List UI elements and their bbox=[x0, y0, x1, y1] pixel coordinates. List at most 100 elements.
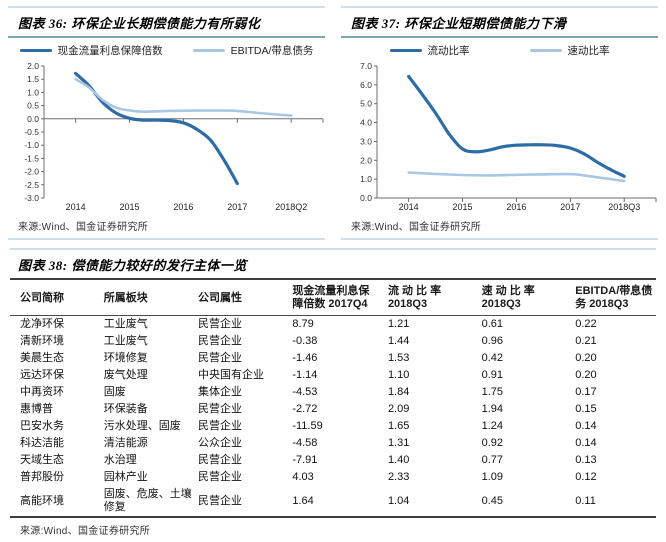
cell-ownership: 民营企业 bbox=[198, 318, 243, 330]
cell-ownership: 民营企业 bbox=[198, 454, 243, 466]
cell-cash-flow-interest-coverage: -4.58 bbox=[292, 437, 318, 449]
column-header-ownership: 公司属性 bbox=[196, 280, 291, 316]
column-header-ebitda-to-debt: EBITDA/带息债务 2018Q3 bbox=[573, 280, 656, 316]
cell-quick-ratio: 0.77 bbox=[481, 454, 504, 466]
cell-ownership: 集体企业 bbox=[198, 386, 243, 398]
figure-38-panel: 图表 38: 偿债能力较好的发行主体一览 公司简称 所属板块 公司属性 现金流量利息保… bbox=[0, 248, 666, 542]
y-tick-label: 0.0 bbox=[27, 114, 39, 124]
cell-cash-flow-interest-coverage: -11.59 bbox=[292, 420, 323, 432]
table-row: 惠博普 环保装备 民营企业 -2.72 2.09 1.94 0.15 bbox=[10, 401, 656, 418]
y-tick-label: -1.0 bbox=[24, 140, 39, 150]
cell-quick-ratio: 0.45 bbox=[481, 494, 504, 507]
figure-37-legend: 流动比率 速动比率 bbox=[341, 43, 658, 58]
column-header-current-ratio: 流 动 比 率 2018Q3 bbox=[385, 280, 480, 316]
x-tick-label: 2018Q3 bbox=[608, 202, 640, 212]
x-tick-label: 2014 bbox=[66, 202, 86, 212]
cell-sector: 固废、危废、土壤修复 bbox=[103, 488, 192, 513]
x-tick-label: 2014 bbox=[399, 202, 419, 212]
cell-sector: 工业废气 bbox=[103, 335, 148, 347]
cell-company-name: 普邦股份 bbox=[20, 471, 64, 483]
issuers-table: 公司简称 所属板块 公司属性 现金流量利息保 障倍数 2017Q4 流 动 比 率 2018… bbox=[10, 280, 656, 518]
cell-sector: 固废 bbox=[103, 386, 126, 398]
figure-37-panel: 图表 37: 环保企业短期偿债能力下滑 流动比率 速动比率 7.0 6.0 5.0 4… bbox=[341, 6, 658, 240]
title-underline bbox=[341, 36, 658, 38]
cell-cash-flow-interest-coverage: -2.72 bbox=[292, 403, 318, 415]
y-tick-label: 7.0 bbox=[360, 61, 372, 71]
table-row: 巴安水务 污水处理、固废 民营企业 -11.59 1.65 1.24 0.14 bbox=[10, 418, 656, 435]
figure-36-line-chart: 2.0 1.5 1.0 0.5 0.0 -0.5 -1.0 -1.5 -2.0 -2.5 -3.0 2… bbox=[24, 61, 324, 212]
table-row: 高能环境 固废、危废、土壤修复 民营企业 1.64 1.04 0.45 0.11 bbox=[10, 486, 656, 517]
cell-ebitda-to-debt: 0.13 bbox=[575, 454, 597, 466]
cell-company-name: 美晨生态 bbox=[20, 352, 64, 364]
cell-quick-ratio: 0.92 bbox=[481, 437, 504, 449]
cell-sector: 清洁能源 bbox=[103, 437, 148, 449]
legend-item: 流动比率 bbox=[389, 43, 470, 58]
y-tick-label: -1.5 bbox=[24, 153, 39, 163]
figure-37-line-chart: 7.0 6.0 5.0 4.0 3.0 2.0 1.0 0.0 2014 2015 2016 2017… bbox=[360, 61, 657, 212]
cell-sector: 水治理 bbox=[103, 454, 137, 466]
x-tick-label: 2018Q2 bbox=[275, 202, 307, 212]
y-tick-label: 6.0 bbox=[360, 80, 372, 90]
legend-item: 现金流量利息保障倍数 bbox=[19, 43, 163, 58]
cell-current-ratio: 2.33 bbox=[387, 471, 410, 483]
charts-row: 图表 36: 环保企业长期偿债能力有所弱化 现金流量利息保障倍数 EBITDA/… bbox=[0, 0, 666, 240]
cell-company-name: 中再资环 bbox=[20, 386, 64, 398]
column-header-quick-ratio: 速 动 比 率 2018Q3 bbox=[479, 280, 574, 316]
cell-ebitda-to-debt: 0.14 bbox=[575, 420, 597, 432]
cell-sector: 工业废气 bbox=[103, 318, 148, 330]
y-tick-label: -0.5 bbox=[24, 127, 39, 137]
series-line-0 bbox=[407, 74, 626, 178]
cell-current-ratio: 1.40 bbox=[387, 454, 410, 466]
cell-sector: 废气处理 bbox=[103, 369, 148, 381]
cell-cash-flow-interest-coverage: -0.38 bbox=[292, 335, 318, 347]
cell-company-name: 巴安水务 bbox=[20, 420, 64, 432]
cell-ebitda-to-debt: 0.14 bbox=[575, 437, 597, 449]
legend-label: EBITDA/带息债务 bbox=[230, 45, 314, 57]
table-header-row: 公司简称 所属板块 公司属性 现金流量利息保 障倍数 2017Q4 流 动 比 率 2018… bbox=[10, 280, 656, 316]
cell-cash-flow-interest-coverage: 8.79 bbox=[292, 318, 314, 330]
cell-ebitda-to-debt: 0.22 bbox=[575, 318, 597, 330]
cell-ownership: 民营企业 bbox=[198, 420, 243, 432]
y-tick-label: -3.0 bbox=[24, 193, 39, 203]
cell-cash-flow-interest-coverage: -1.14 bbox=[292, 369, 318, 381]
series-line-1 bbox=[74, 77, 293, 117]
legend-label: 速动比率 bbox=[567, 45, 610, 57]
y-tick-label: 5.0 bbox=[360, 99, 372, 109]
x-tick-label: 2015 bbox=[120, 202, 140, 212]
y-tick-label: 4.0 bbox=[360, 118, 372, 128]
cell-quick-ratio: 1.94 bbox=[481, 403, 504, 415]
table-row: 中再资环 固废 集体企业 -4.53 1.84 1.75 0.17 bbox=[10, 384, 656, 401]
table-row: 清新环境 工业废气 民营企业 -0.38 1.44 0.96 0.21 bbox=[10, 333, 656, 350]
y-tick-label: 0.5 bbox=[27, 101, 39, 111]
cell-quick-ratio: 0.91 bbox=[481, 369, 504, 381]
cell-ownership: 民营企业 bbox=[198, 471, 243, 483]
table-row: 龙净环保 工业废气 民营企业 8.79 1.21 0.61 0.22 bbox=[10, 316, 656, 334]
cell-sector: 环境修复 bbox=[103, 352, 148, 364]
cell-quick-ratio: 0.42 bbox=[481, 352, 504, 364]
cell-current-ratio: 1.10 bbox=[387, 369, 410, 381]
series-line-0 bbox=[74, 71, 239, 186]
legend-item: EBITDA/带息债务 bbox=[192, 43, 314, 58]
panel-top-rule bbox=[8, 6, 325, 8]
legend-label: 现金流量利息保障倍数 bbox=[57, 45, 163, 57]
cell-ownership: 民营企业 bbox=[198, 335, 243, 347]
series-line-1 bbox=[407, 171, 626, 183]
cell-ownership: 民营企业 bbox=[198, 352, 243, 364]
x-tick-label: 2016 bbox=[173, 202, 193, 212]
y-tick-label: -2.5 bbox=[24, 180, 39, 190]
cell-quick-ratio: 0.61 bbox=[481, 318, 504, 330]
cell-company-name: 科达洁能 bbox=[20, 437, 64, 449]
title-underline bbox=[10, 278, 656, 280]
table-row: 美晨生态 环境修复 民营企业 -1.46 1.53 0.42 0.20 bbox=[10, 350, 656, 367]
cell-quick-ratio: 1.75 bbox=[481, 386, 504, 398]
table-row: 天域生态 水治理 民营企业 -7.91 1.40 0.77 0.13 bbox=[10, 452, 656, 469]
line-sample-icon bbox=[19, 49, 52, 52]
panel-bottom-rule bbox=[8, 238, 325, 240]
y-tick-label: 1.5 bbox=[27, 74, 39, 84]
panel-top-rule bbox=[10, 248, 656, 250]
cell-cash-flow-interest-coverage: -4.53 bbox=[292, 386, 318, 398]
cell-ownership: 中央国有企业 bbox=[198, 369, 265, 381]
cell-current-ratio: 2.09 bbox=[387, 403, 410, 415]
cell-current-ratio: 1.44 bbox=[387, 335, 410, 347]
cell-cash-flow-interest-coverage: 1.64 bbox=[292, 494, 314, 507]
